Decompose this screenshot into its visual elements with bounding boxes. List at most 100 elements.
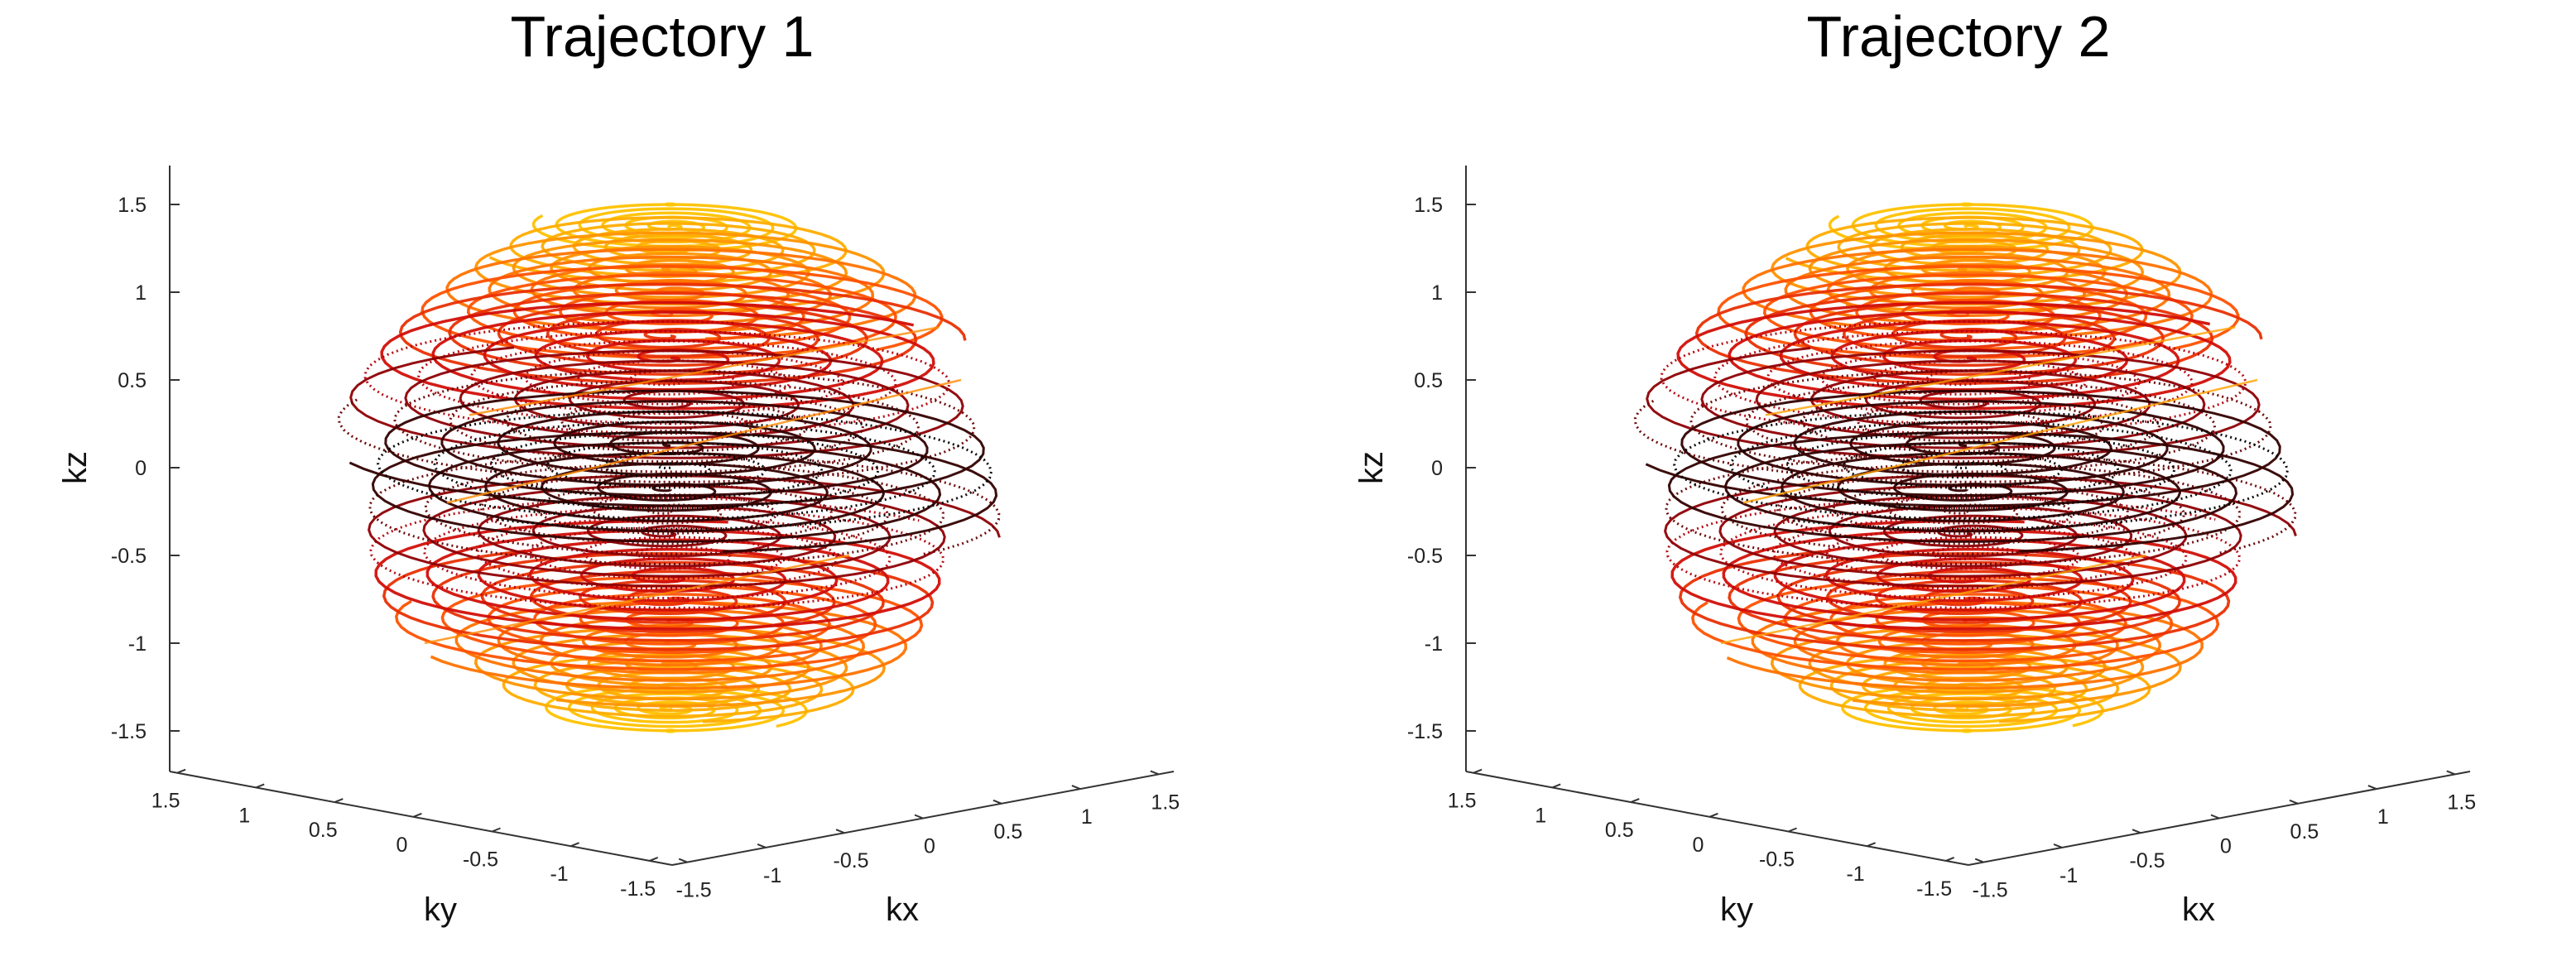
x-tick-mark <box>678 858 688 863</box>
x-tick-label: -0.5 <box>2130 849 2165 872</box>
x-tick-mark <box>835 829 845 834</box>
y-tick-label: -1.5 <box>620 877 656 901</box>
x-tick-mark <box>757 843 767 848</box>
spiral-plane <box>545 683 808 733</box>
z-tick-label: -0.5 <box>111 545 147 568</box>
x-tick-mark <box>992 799 1002 805</box>
spiral-plane <box>1694 282 2263 385</box>
y-tick-label: -1.5 <box>1916 877 1952 901</box>
x-axis-label: kx <box>886 892 919 928</box>
y-tick-label: -0.5 <box>463 848 498 872</box>
x-tick-label: 0 <box>2220 835 2232 858</box>
traversal-line <box>1742 378 2258 504</box>
z-axis-label: kz <box>57 451 94 484</box>
x-tick-label: 0 <box>924 835 935 858</box>
chart-title: Trajectory 1 <box>511 4 815 69</box>
x-tick-label: -0.5 <box>834 849 869 872</box>
y-tick-mark <box>570 842 579 848</box>
x-tick-mark <box>2053 843 2063 848</box>
y-tick-label: -0.5 <box>1759 848 1795 872</box>
spiral-plane <box>1667 430 2295 553</box>
z-tick-label: 0 <box>135 457 147 480</box>
y-tick-label: 0 <box>1692 834 1704 857</box>
spiral-plane <box>1726 600 2204 690</box>
spiral-plane <box>1633 369 2272 483</box>
spiral-plane <box>369 497 945 609</box>
y-tick-label: 1 <box>238 804 250 827</box>
x-tick-label: 1 <box>2377 805 2389 829</box>
y-tick-mark <box>1630 798 1640 804</box>
traversal-line <box>1765 326 2236 416</box>
x-tick-mark <box>1974 858 1984 863</box>
spiral-plane <box>398 282 967 385</box>
spiral-plane <box>1646 347 2261 459</box>
x-tick-label: -1.5 <box>1973 879 2008 902</box>
x-tick-label: -1.5 <box>676 879 712 902</box>
z-tick-label: -1 <box>1425 632 1443 656</box>
panel-1: Trajectory 1 1.5 1 0.5 0 -0.5 -1 -1.5 1.5 1 0.5 0 -0… <box>57 4 1180 928</box>
x-tick-mark <box>2131 829 2141 834</box>
y-tick-label: 1.5 <box>151 790 180 813</box>
x-tick-label: 1.5 <box>1151 791 1180 814</box>
x-tick-label: 0.5 <box>994 820 1023 843</box>
y-tick-mark <box>176 768 186 774</box>
z-tick-label: -0.5 <box>1407 545 1443 568</box>
z-tick-label: 1 <box>1431 281 1443 305</box>
y-tick-mark <box>1788 827 1797 833</box>
x-axis-label: kx <box>2182 892 2215 928</box>
y-tick-label: 0.5 <box>1605 819 1634 842</box>
z-tick-label: -1.5 <box>111 720 147 743</box>
z-tick-label: 1.5 <box>118 194 147 217</box>
panel-2: Trajectory 2 1.5 1 0.5 0 -0.5 -1 -1.5 1.5 1 0.5 0 -0… <box>1353 4 2476 928</box>
z-tick-label: 1 <box>135 281 147 305</box>
spiral-plane <box>1645 389 2281 507</box>
z-tick-label: -1 <box>128 632 147 656</box>
y-tick-mark <box>1473 768 1483 774</box>
z-tick-label: 0.5 <box>118 369 147 392</box>
traversal-line <box>1720 554 2146 645</box>
y-tick-mark <box>1945 856 1955 862</box>
traversal-line <box>446 378 962 504</box>
x-tick-label: 0.5 <box>2290 820 2319 843</box>
y-axis-line <box>169 771 673 866</box>
z-tick-label: 0 <box>1431 457 1443 480</box>
spiral-plane <box>1664 474 2297 588</box>
y-tick-label: 0.5 <box>309 819 338 842</box>
z-axis-label: kz <box>1353 451 1390 484</box>
spiral-plane <box>337 369 976 483</box>
spiral-plane <box>371 430 998 553</box>
chart-title: Trajectory 2 <box>1807 4 2111 69</box>
spiral-plane <box>1841 683 2104 733</box>
traversal-line <box>424 554 850 645</box>
spiral-plane <box>348 389 985 507</box>
spiral-plane <box>368 474 1001 588</box>
x-tick-mark <box>2446 770 2456 776</box>
x-tick-label: -1 <box>2059 864 2078 887</box>
x-tick-mark <box>1071 785 1081 791</box>
y-axis-line <box>1465 771 1969 866</box>
x-tick-label: -1 <box>763 864 781 887</box>
y-tick-mark <box>492 827 501 833</box>
y-tick-label: 0 <box>396 834 407 857</box>
spiral-plane <box>1665 497 2242 609</box>
y-tick-mark <box>1867 842 1876 848</box>
y-axis-label: ky <box>424 892 457 928</box>
z-tick-label: 0.5 <box>1414 369 1443 392</box>
spiral-plane <box>377 410 993 531</box>
spiral-plane <box>1673 410 2290 531</box>
spiral-plane <box>473 626 886 708</box>
y-tick-mark <box>255 783 265 789</box>
x-tick-mark <box>1150 770 1160 776</box>
y-tick-mark <box>1709 812 1718 818</box>
y-tick-label: -1 <box>550 863 568 886</box>
y-tick-label: 1.5 <box>1448 790 1477 813</box>
x-tick-mark <box>914 814 924 819</box>
y-tick-mark <box>649 856 659 862</box>
y-axis-label: ky <box>1720 892 1753 928</box>
y-tick-mark <box>413 812 422 818</box>
x-tick-label: 1.5 <box>2447 791 2476 814</box>
y-tick-mark <box>334 798 344 804</box>
y-tick-mark <box>1551 783 1561 789</box>
x-tick-mark <box>2289 799 2299 805</box>
